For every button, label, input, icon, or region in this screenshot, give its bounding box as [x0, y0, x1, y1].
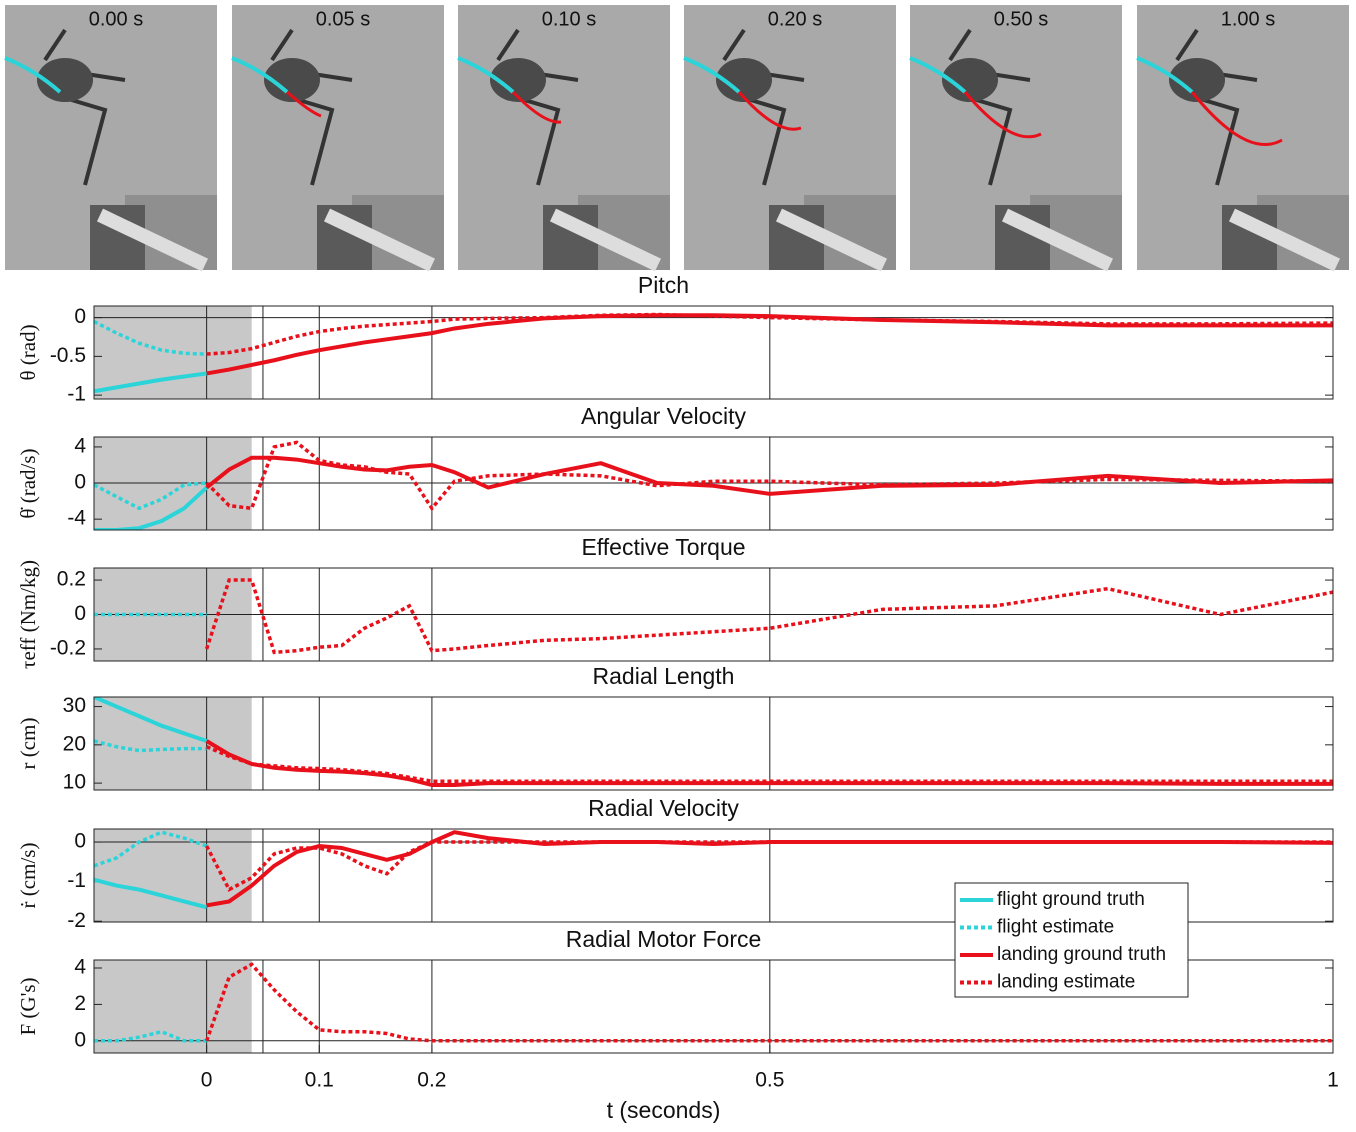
subplot-title: Radial Velocity [588, 795, 739, 821]
y-tick-label: 0 [74, 1028, 86, 1051]
shade-region [94, 697, 252, 790]
y-tick-label: 0 [74, 830, 86, 853]
x-axis-label: t (seconds) [607, 1097, 721, 1123]
y-tick-label: 2 [74, 992, 86, 1015]
legend-label: flight ground truth [997, 889, 1145, 910]
legend-label: landing ground truth [997, 944, 1166, 965]
y-tick-label: 4 [74, 956, 86, 979]
y-tick-label: 20 [63, 732, 86, 755]
y-axis-label: τeff (Nm/kg) [16, 560, 40, 669]
y-tick-label: -0.5 [50, 344, 86, 367]
subplot-title: Radial Length [593, 663, 735, 689]
frame-label: 0.05 s [316, 8, 370, 30]
y-axis-label: r (cm) [16, 718, 40, 770]
frame-label: 0.10 s [542, 8, 596, 30]
photo: 0.05 s [232, 5, 444, 270]
photo: 0.00 s [5, 5, 217, 270]
photo: 1.00 s [1137, 5, 1349, 270]
shade-region [94, 829, 252, 922]
subplot-title: Radial Motor Force [566, 926, 762, 952]
y-axis-label: F (G's) [16, 977, 40, 1035]
y-axis-label: θ̇ (rad/s) [16, 448, 40, 518]
y-tick-label: -4 [67, 507, 86, 530]
subplot-title: Effective Torque [581, 534, 745, 560]
photo: 0.50 s [910, 5, 1122, 270]
y-tick-label: 30 [63, 694, 86, 717]
photo: 0.10 s [458, 5, 670, 270]
subplot-title: Pitch [638, 272, 689, 298]
y-tick-label: -1 [67, 383, 86, 406]
y-tick-label: -2 [67, 909, 86, 932]
x-tick-label: 1 [1327, 1069, 1339, 1092]
subplot-title: Angular Velocity [581, 403, 746, 429]
y-tick-label: 0.2 [57, 568, 86, 591]
frame-label: 0.20 s [768, 8, 822, 30]
y-tick-label: 10 [63, 771, 86, 794]
y-tick-label: 4 [74, 434, 86, 457]
legend-label: flight estimate [997, 917, 1114, 938]
frame-label: 1.00 s [1221, 8, 1275, 30]
legend: flight ground truth flight estimate landin… [955, 883, 1188, 997]
figure: 0.00 s 0.05 s 0.10 s 0.20 s 0.50 s 1.00 s -1 -… [0, 0, 1356, 1127]
x-tick-label: 0.2 [417, 1069, 446, 1092]
y-tick-label: 0 [74, 602, 86, 625]
y-axis-label: θ (rad) [16, 324, 40, 380]
x-tick-label: 0 [201, 1069, 213, 1092]
y-tick-label: 0 [74, 305, 86, 328]
y-tick-label: -0.2 [50, 636, 86, 659]
frame-label: 0.50 s [994, 8, 1048, 30]
y-tick-label: -1 [67, 869, 86, 892]
legend-label: landing estimate [997, 972, 1135, 993]
y-tick-label: 0 [74, 471, 86, 494]
x-tick-label: 0.1 [305, 1069, 334, 1092]
x-tick-label: 0.5 [755, 1069, 784, 1092]
frame-label: 0.00 s [89, 8, 143, 30]
y-axis-label: ṙ (cm/s) [16, 843, 40, 909]
photo: 0.20 s [684, 5, 896, 270]
